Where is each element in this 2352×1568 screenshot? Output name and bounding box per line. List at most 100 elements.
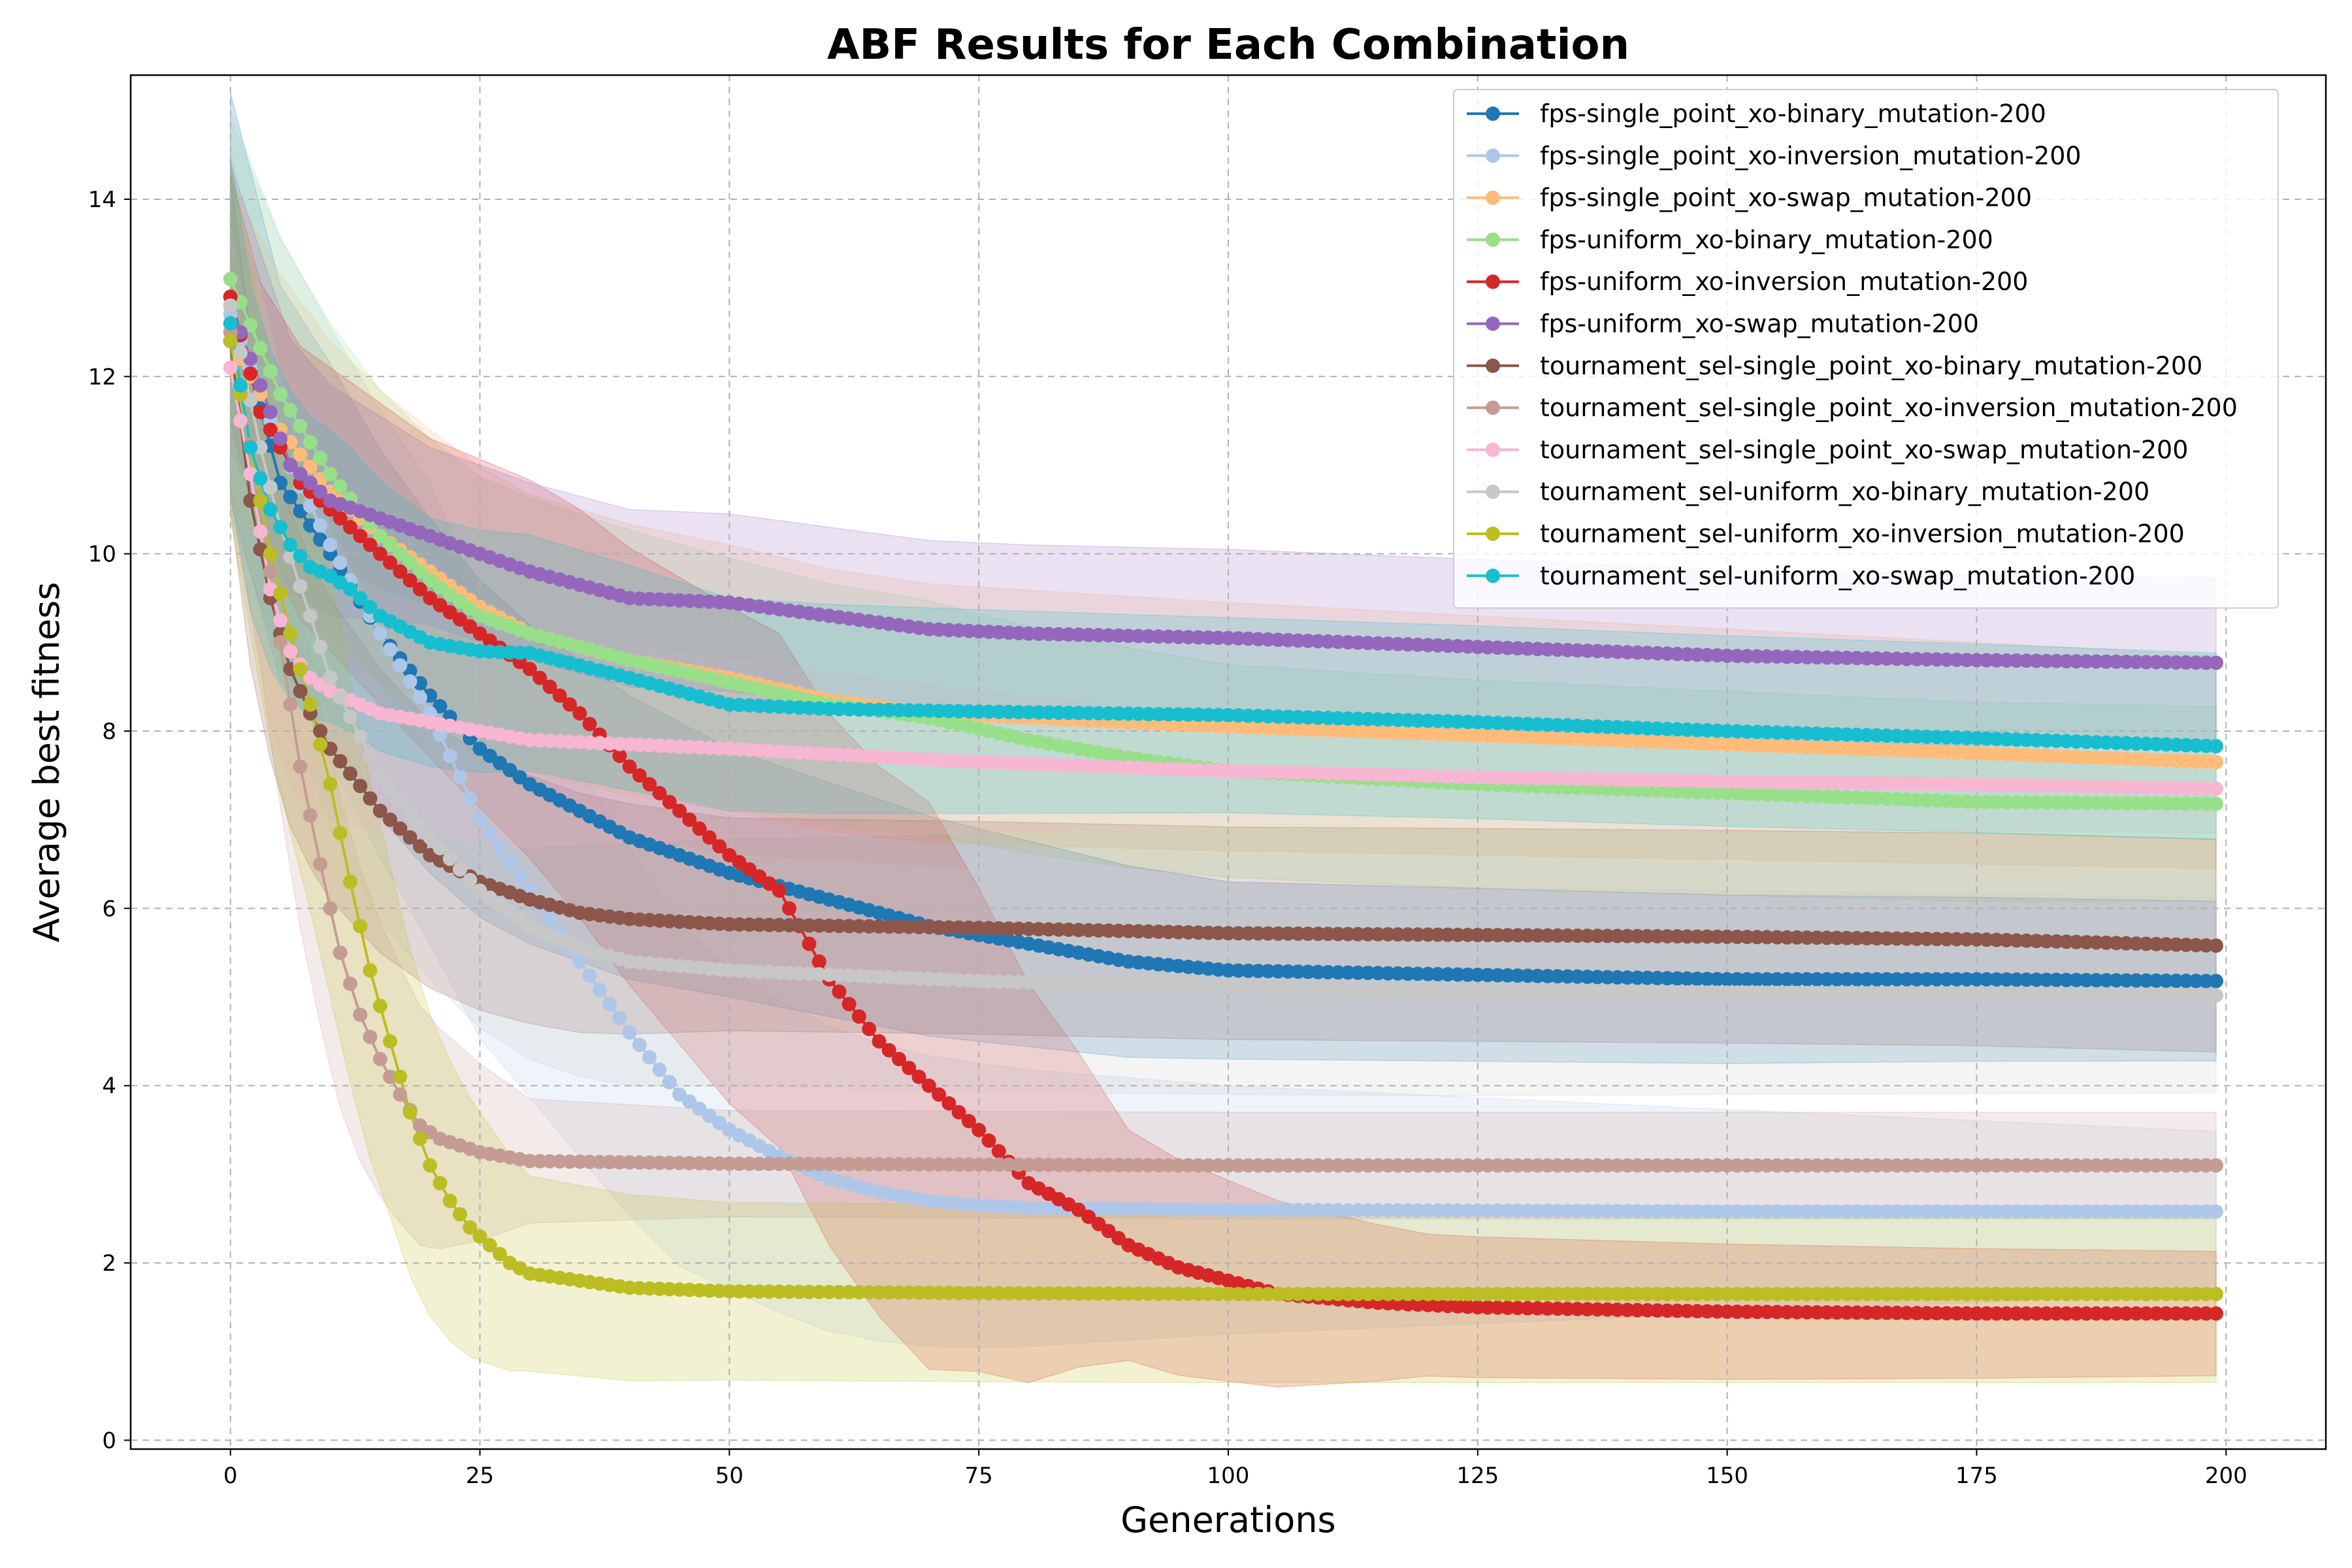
data-point (2168, 1306, 2183, 1321)
data-point (1111, 1286, 1126, 1301)
data-point (263, 564, 278, 579)
data-point (1261, 709, 1276, 724)
data-point (2019, 1204, 2034, 1219)
legend-label: fps-uniform_xo-swap_mutation-200 (1540, 310, 1979, 338)
data-point (1620, 1158, 1635, 1173)
data-point (921, 1157, 936, 1172)
data-point (991, 755, 1006, 770)
data-point (1460, 639, 1475, 654)
data-point (702, 1156, 717, 1171)
data-point (2179, 988, 2194, 1003)
data-point (1850, 1286, 1865, 1301)
data-point (1520, 928, 1535, 943)
data-point (1350, 983, 1365, 998)
data-point (1850, 1305, 1865, 1320)
data-point (2168, 781, 2183, 796)
data-point (2189, 1286, 2204, 1301)
data-point (1420, 768, 1435, 783)
data-point (1620, 1303, 1635, 1317)
data-point (2198, 738, 2213, 753)
data-point (1989, 1306, 2004, 1321)
legend-item: fps-single_point_xo-inversion_mutation-2… (1467, 141, 2082, 170)
data-point (1031, 757, 1046, 772)
data-point (1759, 1204, 1774, 1219)
data-point (732, 917, 747, 932)
data-point (1141, 1286, 1156, 1301)
data-point (472, 626, 487, 641)
data-point (1729, 985, 1744, 1000)
data-point (802, 918, 817, 933)
data-point (1430, 1286, 1445, 1301)
data-point (1101, 706, 1116, 721)
data-point (1850, 1204, 1865, 1219)
data-point (1430, 769, 1445, 783)
data-point (1131, 978, 1146, 993)
data-point (2009, 732, 2024, 747)
data-point (1710, 985, 1725, 1000)
data-point (1889, 776, 1904, 791)
data-point (1859, 651, 1874, 666)
data-point (1311, 964, 1326, 979)
data-point (602, 996, 617, 1011)
data-point (1839, 1204, 1854, 1219)
data-point (493, 645, 508, 659)
data-point (2089, 654, 2104, 669)
data-point (563, 697, 577, 712)
data-point (1530, 1203, 1545, 1218)
data-point (512, 770, 527, 785)
data-point (1750, 1204, 1765, 1219)
data-point (2129, 1204, 2144, 1219)
data-point (692, 1156, 707, 1171)
data-point (2089, 987, 2104, 1002)
data-point (1640, 1303, 1655, 1318)
data-point (1770, 775, 1784, 790)
data-point (1301, 722, 1316, 737)
data-point (2069, 795, 2084, 810)
data-point (1041, 627, 1056, 642)
data-point (433, 699, 448, 713)
data-point (2109, 1158, 2124, 1173)
data-point (1390, 1203, 1405, 1218)
data-point (1441, 638, 1455, 653)
data-point (1441, 714, 1455, 729)
data-point (1859, 776, 1874, 791)
data-point (1810, 930, 1825, 945)
legend-marker (1486, 527, 1500, 541)
data-point (1650, 783, 1665, 798)
data-point (2009, 1306, 2024, 1321)
data-point (1919, 1286, 1935, 1301)
data-point (892, 1052, 906, 1066)
data-point (1780, 972, 1795, 987)
data-point (682, 812, 697, 827)
data-point (1221, 1158, 1235, 1173)
data-point (1161, 1158, 1176, 1173)
data-point (1101, 1201, 1116, 1216)
data-point (1620, 1286, 1635, 1301)
data-point (1839, 986, 1854, 1001)
data-point (702, 1108, 717, 1123)
data-point (1320, 926, 1335, 941)
data-point (1191, 1158, 1206, 1173)
data-point (1450, 1203, 1465, 1218)
data-point (1999, 1306, 2014, 1321)
data-point (1101, 1224, 1116, 1239)
data-point (722, 1284, 737, 1299)
data-point (1560, 969, 1575, 984)
data-point (1670, 971, 1685, 986)
data-point (1500, 968, 1515, 983)
data-point (1301, 710, 1316, 725)
data-point (1869, 931, 1884, 946)
data-point (1131, 1158, 1146, 1173)
data-point (672, 804, 687, 819)
y-axis-label: Average best fitness (26, 582, 67, 943)
data-point (1999, 987, 2014, 1002)
data-point (2009, 933, 2024, 948)
data-point (1031, 1201, 1046, 1216)
data-point (2149, 780, 2164, 795)
data-point (472, 1229, 487, 1244)
data-point (632, 1155, 647, 1170)
data-point (1261, 1286, 1276, 1301)
data-point (1939, 652, 1954, 667)
data-point (283, 489, 298, 504)
data-point (1061, 627, 1076, 642)
